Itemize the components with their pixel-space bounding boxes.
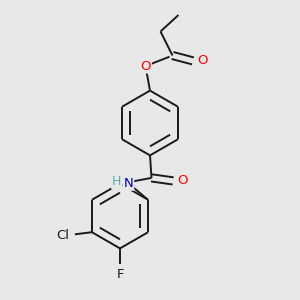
Text: O: O [177, 174, 188, 188]
Text: F: F [116, 268, 124, 281]
Text: Cl: Cl [57, 229, 70, 242]
Text: N: N [124, 177, 133, 190]
Text: O: O [197, 54, 208, 68]
Text: H: H [112, 175, 122, 188]
Text: O: O [140, 59, 151, 73]
